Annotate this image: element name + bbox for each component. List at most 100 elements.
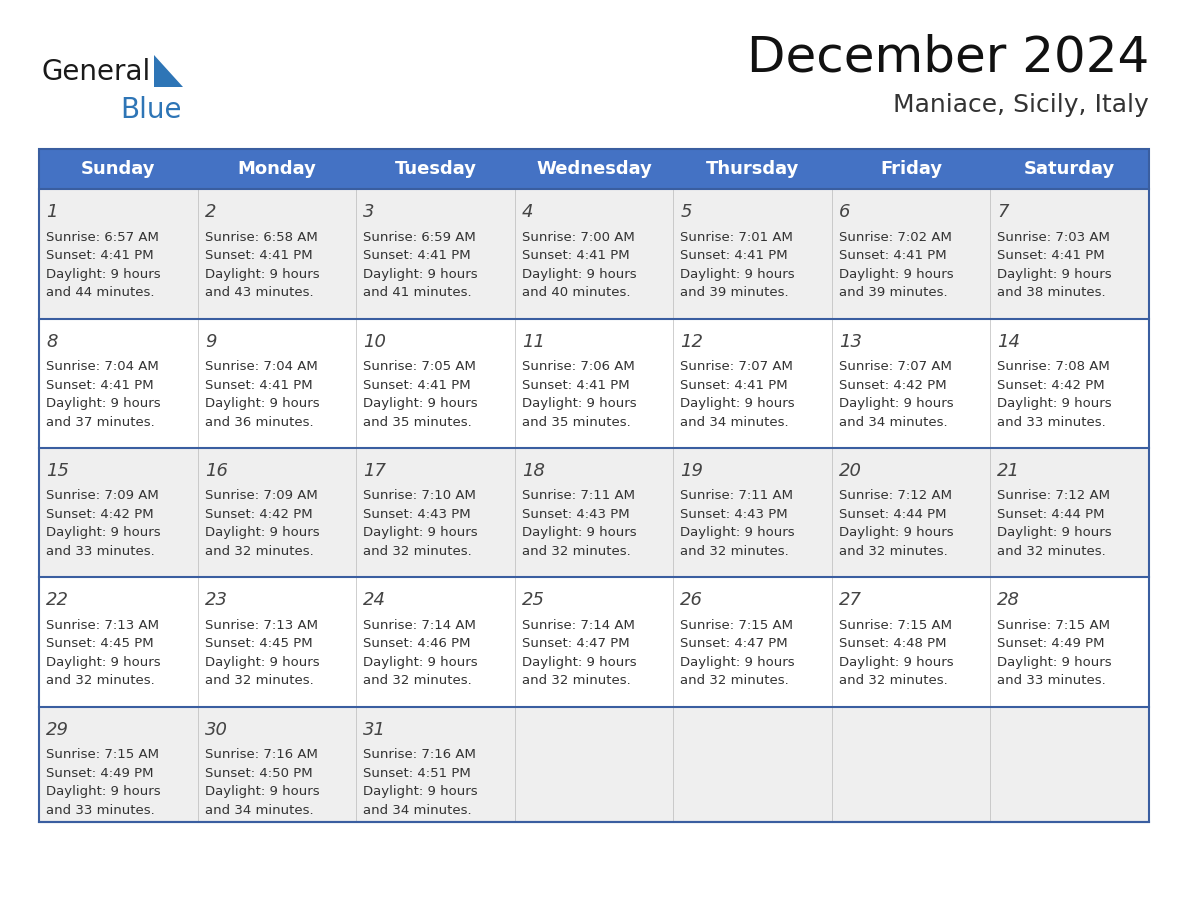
Text: Daylight: 9 hours: Daylight: 9 hours: [839, 397, 954, 410]
Text: Sunrise: 7:07 AM: Sunrise: 7:07 AM: [681, 360, 794, 373]
Text: Daylight: 9 hours: Daylight: 9 hours: [204, 786, 320, 799]
Text: Daylight: 9 hours: Daylight: 9 hours: [997, 397, 1112, 410]
Text: 31: 31: [364, 721, 386, 739]
Text: Sunrise: 7:15 AM: Sunrise: 7:15 AM: [46, 748, 159, 761]
Text: Sunset: 4:42 PM: Sunset: 4:42 PM: [839, 378, 947, 392]
Text: 28: 28: [997, 591, 1020, 610]
Text: and 32 minutes.: and 32 minutes.: [46, 675, 154, 688]
Text: Sunrise: 7:03 AM: Sunrise: 7:03 AM: [997, 230, 1110, 243]
Text: Daylight: 9 hours: Daylight: 9 hours: [46, 397, 160, 410]
Text: and 39 minutes.: and 39 minutes.: [681, 286, 789, 299]
Text: Daylight: 9 hours: Daylight: 9 hours: [997, 268, 1112, 281]
Text: Sunset: 4:42 PM: Sunset: 4:42 PM: [997, 378, 1105, 392]
Text: 12: 12: [681, 332, 703, 351]
Text: and 34 minutes.: and 34 minutes.: [204, 804, 314, 817]
Text: Daylight: 9 hours: Daylight: 9 hours: [364, 527, 478, 540]
Text: Sunrise: 7:15 AM: Sunrise: 7:15 AM: [681, 619, 794, 632]
Text: and 43 minutes.: and 43 minutes.: [204, 286, 314, 299]
Text: Sunrise: 7:16 AM: Sunrise: 7:16 AM: [204, 748, 317, 761]
Text: 19: 19: [681, 462, 703, 480]
Text: Monday: Monday: [238, 160, 316, 178]
Text: Sunrise: 7:06 AM: Sunrise: 7:06 AM: [522, 360, 634, 373]
Text: Sunrise: 7:11 AM: Sunrise: 7:11 AM: [522, 489, 634, 502]
Text: Sunrise: 7:09 AM: Sunrise: 7:09 AM: [46, 489, 159, 502]
Text: Sunset: 4:41 PM: Sunset: 4:41 PM: [46, 249, 153, 263]
Text: 13: 13: [839, 332, 861, 351]
Text: Sunset: 4:41 PM: Sunset: 4:41 PM: [681, 378, 788, 392]
Text: Daylight: 9 hours: Daylight: 9 hours: [204, 268, 320, 281]
Text: Sunrise: 7:10 AM: Sunrise: 7:10 AM: [364, 489, 476, 502]
Text: 25: 25: [522, 591, 545, 610]
Text: and 41 minutes.: and 41 minutes.: [364, 286, 472, 299]
Text: Tuesday: Tuesday: [394, 160, 476, 178]
Text: 26: 26: [681, 591, 703, 610]
Text: Saturday: Saturday: [1024, 160, 1116, 178]
Text: Daylight: 9 hours: Daylight: 9 hours: [204, 656, 320, 669]
Text: Sunset: 4:41 PM: Sunset: 4:41 PM: [681, 249, 788, 263]
Text: Sunrise: 7:13 AM: Sunrise: 7:13 AM: [204, 619, 317, 632]
Text: Sunset: 4:44 PM: Sunset: 4:44 PM: [839, 508, 947, 521]
Text: Sunrise: 7:12 AM: Sunrise: 7:12 AM: [997, 489, 1111, 502]
Text: Sunrise: 7:13 AM: Sunrise: 7:13 AM: [46, 619, 159, 632]
Text: Sunrise: 7:00 AM: Sunrise: 7:00 AM: [522, 230, 634, 243]
Text: Sunrise: 7:14 AM: Sunrise: 7:14 AM: [522, 619, 634, 632]
Text: 5: 5: [681, 203, 691, 221]
Text: Sunrise: 7:08 AM: Sunrise: 7:08 AM: [997, 360, 1110, 373]
Text: Daylight: 9 hours: Daylight: 9 hours: [364, 786, 478, 799]
Text: Daylight: 9 hours: Daylight: 9 hours: [522, 656, 637, 669]
Text: 9: 9: [204, 332, 216, 351]
Text: and 32 minutes.: and 32 minutes.: [839, 675, 948, 688]
Text: 7: 7: [997, 203, 1009, 221]
Text: Daylight: 9 hours: Daylight: 9 hours: [681, 527, 795, 540]
Text: 4: 4: [522, 203, 533, 221]
Text: 3: 3: [364, 203, 374, 221]
Text: Sunrise: 7:16 AM: Sunrise: 7:16 AM: [364, 748, 476, 761]
Text: Daylight: 9 hours: Daylight: 9 hours: [681, 656, 795, 669]
Text: Sunset: 4:41 PM: Sunset: 4:41 PM: [204, 249, 312, 263]
Text: and 35 minutes.: and 35 minutes.: [522, 416, 631, 429]
Text: Sunset: 4:46 PM: Sunset: 4:46 PM: [364, 637, 470, 651]
Text: Sunset: 4:50 PM: Sunset: 4:50 PM: [204, 767, 312, 780]
Text: Sunset: 4:41 PM: Sunset: 4:41 PM: [204, 378, 312, 392]
Text: Daylight: 9 hours: Daylight: 9 hours: [839, 268, 954, 281]
Text: 21: 21: [997, 462, 1020, 480]
Text: 30: 30: [204, 721, 228, 739]
Text: Daylight: 9 hours: Daylight: 9 hours: [204, 527, 320, 540]
Text: 11: 11: [522, 332, 545, 351]
Text: Sunset: 4:43 PM: Sunset: 4:43 PM: [681, 508, 788, 521]
Text: Blue: Blue: [120, 96, 182, 124]
Text: Sunrise: 7:12 AM: Sunrise: 7:12 AM: [839, 489, 952, 502]
Bar: [39, 149, 1149, 822]
Text: 6: 6: [839, 203, 851, 221]
Text: Sunrise: 7:15 AM: Sunrise: 7:15 AM: [997, 619, 1111, 632]
Text: 17: 17: [364, 462, 386, 480]
Text: Sunset: 4:41 PM: Sunset: 4:41 PM: [997, 249, 1105, 263]
Text: Daylight: 9 hours: Daylight: 9 hours: [681, 397, 795, 410]
Text: and 32 minutes.: and 32 minutes.: [364, 545, 472, 558]
Text: 27: 27: [839, 591, 861, 610]
Text: Daylight: 9 hours: Daylight: 9 hours: [364, 656, 478, 669]
Text: 8: 8: [46, 332, 58, 351]
Text: Sunset: 4:43 PM: Sunset: 4:43 PM: [364, 508, 470, 521]
Text: and 44 minutes.: and 44 minutes.: [46, 286, 154, 299]
Text: Daylight: 9 hours: Daylight: 9 hours: [839, 656, 954, 669]
Polygon shape: [154, 54, 183, 86]
Text: Sunset: 4:41 PM: Sunset: 4:41 PM: [839, 249, 947, 263]
Text: and 32 minutes.: and 32 minutes.: [522, 675, 631, 688]
Text: Sunset: 4:41 PM: Sunset: 4:41 PM: [364, 378, 470, 392]
Text: Daylight: 9 hours: Daylight: 9 hours: [839, 527, 954, 540]
Text: Sunset: 4:44 PM: Sunset: 4:44 PM: [997, 508, 1105, 521]
Text: Sunset: 4:49 PM: Sunset: 4:49 PM: [997, 637, 1105, 651]
Text: and 33 minutes.: and 33 minutes.: [997, 416, 1106, 429]
Text: and 32 minutes.: and 32 minutes.: [204, 675, 314, 688]
Text: Maniace, Sicily, Italy: Maniace, Sicily, Italy: [893, 93, 1149, 117]
Text: Daylight: 9 hours: Daylight: 9 hours: [364, 268, 478, 281]
Text: and 32 minutes.: and 32 minutes.: [681, 675, 789, 688]
Text: Sunrise: 6:58 AM: Sunrise: 6:58 AM: [204, 230, 317, 243]
Text: 15: 15: [46, 462, 69, 480]
Text: and 39 minutes.: and 39 minutes.: [839, 286, 947, 299]
Text: and 32 minutes.: and 32 minutes.: [681, 545, 789, 558]
Text: Sunrise: 7:04 AM: Sunrise: 7:04 AM: [46, 360, 159, 373]
Text: and 32 minutes.: and 32 minutes.: [839, 545, 948, 558]
Text: Daylight: 9 hours: Daylight: 9 hours: [522, 397, 637, 410]
